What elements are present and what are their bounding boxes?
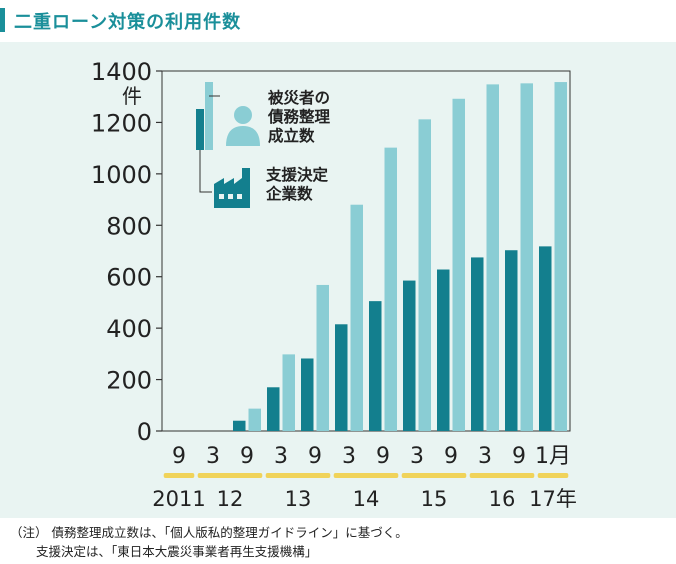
- x-tick-label: 9: [444, 444, 458, 469]
- y-tick-label: 0: [137, 418, 152, 446]
- x-tick-label: 3: [410, 444, 424, 469]
- x-tick-label: 3: [342, 444, 356, 469]
- bars: [233, 82, 567, 432]
- x-tick-label: 9: [308, 444, 322, 469]
- x-tick-label: 9: [240, 444, 254, 469]
- x-tick-label: 9: [172, 444, 186, 469]
- y-tick-label: 800: [106, 212, 152, 240]
- year-label: 16: [489, 487, 516, 511]
- legend-swatch-companies: [196, 109, 204, 150]
- person-icon: [226, 126, 260, 146]
- year-label: 14: [353, 487, 380, 511]
- legend-label-companies: 支援決定企業数: [265, 165, 329, 203]
- plot-frame: [161, 70, 571, 432]
- x-tick-label: 3: [206, 444, 220, 469]
- factory-window: [228, 194, 233, 199]
- bar-debt-settlements: [520, 83, 533, 431]
- x-tick-label: 9: [376, 444, 390, 469]
- year-underline: [469, 473, 535, 478]
- footnote-2: 支援決定は、「東日本大震災事業者再生支援機構」: [36, 544, 318, 559]
- year-underline: [265, 473, 331, 478]
- footnote-label: （注）: [10, 525, 48, 540]
- y-tick-label: 1000: [91, 161, 152, 189]
- x-tick-label: 3: [478, 444, 492, 469]
- bar-companies: [403, 280, 416, 431]
- bar-companies: [233, 420, 246, 431]
- year-label: 12: [217, 487, 244, 511]
- bar-debt-settlements: [384, 147, 397, 431]
- bar-companies: [335, 324, 348, 431]
- x-tick-label: 9: [512, 444, 526, 469]
- x-tick-label: 3: [274, 444, 288, 469]
- year-underline: [537, 473, 569, 478]
- chart-title: 二重ローン対策の利用件数: [14, 12, 242, 33]
- factory-window: [237, 194, 242, 199]
- bar-companies: [505, 250, 518, 431]
- y-tick-label: 1200: [91, 109, 152, 137]
- bar-debt-settlements: [282, 354, 295, 431]
- year-label: 2011: [152, 487, 205, 511]
- factory-icon: [214, 168, 250, 208]
- year-underline: [333, 473, 399, 478]
- y-unit-label: 件: [122, 84, 142, 108]
- bar-debt-settlements: [418, 119, 431, 431]
- year-label: 13: [285, 487, 312, 511]
- bar-companies: [301, 358, 314, 431]
- footnote-line-1: 債務整理成立数は、「個人版私的整理ガイドライン」に基づく。: [51, 525, 408, 540]
- bar-companies: [437, 269, 450, 431]
- bar-debt-settlements: [248, 408, 261, 431]
- y-tick-label: 400: [106, 315, 152, 343]
- title-bar: 二重ローン対策の利用件数: [0, 0, 676, 42]
- y-tick-label: 1400: [91, 58, 152, 86]
- year-label: 17年: [529, 487, 577, 511]
- legend-label-debt: 被災者の債務整理成立数: [267, 88, 331, 145]
- bar-debt-settlements: [486, 84, 499, 431]
- x-tick-label: 1月: [535, 444, 571, 469]
- factory-window: [219, 194, 224, 199]
- year-underline: [401, 473, 467, 478]
- person-icon: [234, 106, 252, 124]
- y-tick-label: 600: [106, 264, 152, 292]
- year-label: 15: [421, 487, 448, 511]
- bar-debt-settlements: [452, 98, 465, 431]
- title-accent-bar: [0, 8, 5, 32]
- year-underline: [163, 473, 195, 478]
- bar-debt-settlements: [316, 284, 329, 431]
- bar-debt-settlements: [350, 204, 363, 431]
- bar-debt-settlements: [554, 82, 567, 432]
- footnote-1: （注） 債務整理成立数は、「個人版私的整理ガイドライン」に基づく。: [10, 522, 408, 541]
- bar-companies: [267, 387, 280, 431]
- y-tick-label: 200: [106, 367, 152, 395]
- legend-swatch-debt: [205, 82, 213, 150]
- bar-companies: [369, 301, 382, 431]
- legend-connector-companies: [199, 150, 212, 193]
- bar-companies: [471, 257, 484, 431]
- bar-companies: [539, 246, 552, 431]
- year-underline: [197, 473, 263, 478]
